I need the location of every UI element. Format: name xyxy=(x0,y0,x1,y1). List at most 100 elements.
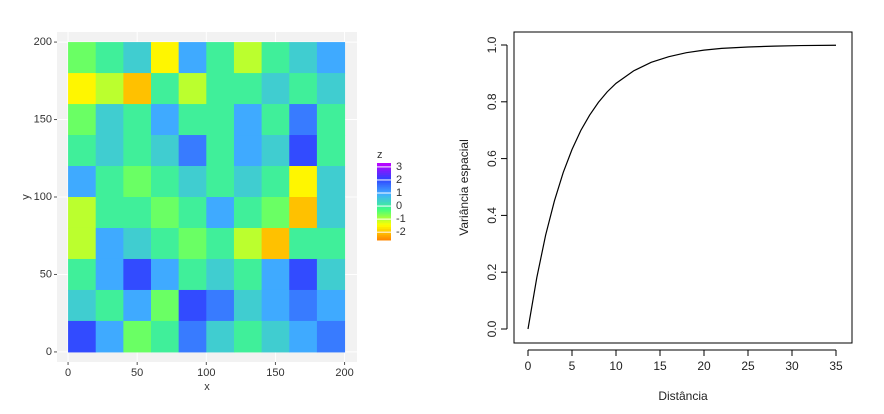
cell xyxy=(123,258,152,291)
colorbar-segment xyxy=(377,207,391,210)
colorbar-segment xyxy=(377,230,391,233)
colorbar-segment xyxy=(377,216,391,220)
cell xyxy=(178,320,207,353)
cell xyxy=(178,289,207,322)
colorbar-label: 1 xyxy=(396,187,402,199)
cell xyxy=(95,320,124,353)
cell xyxy=(289,320,318,353)
cell xyxy=(95,135,124,167)
cell xyxy=(206,104,235,136)
y-tick-label: 0.2 xyxy=(485,264,499,281)
cell xyxy=(123,135,152,167)
cell xyxy=(289,135,318,167)
cell xyxy=(233,320,263,353)
cell xyxy=(95,289,124,322)
cell xyxy=(178,197,207,229)
cell xyxy=(68,166,97,198)
cell xyxy=(68,258,97,291)
cell xyxy=(151,258,180,291)
cell xyxy=(178,73,207,105)
y-axis-label: y xyxy=(20,194,32,200)
cell xyxy=(289,104,318,136)
cell xyxy=(123,73,152,105)
colorbar-segment xyxy=(377,236,391,239)
cell xyxy=(206,258,235,291)
colorbar-label: 0 xyxy=(396,200,402,212)
colorbar-segment xyxy=(377,218,391,222)
cell xyxy=(316,166,346,198)
cell xyxy=(123,289,152,322)
colorbar-segment xyxy=(377,163,391,166)
cell xyxy=(95,227,124,260)
cell xyxy=(316,227,346,260)
cell xyxy=(151,104,180,136)
x-axis-label: Distância xyxy=(658,389,708,403)
cell xyxy=(233,104,263,136)
colorbar-segment xyxy=(377,203,391,206)
cell xyxy=(289,258,318,291)
y-tick-label: 0.8 xyxy=(485,93,499,110)
cell xyxy=(151,166,180,198)
cell xyxy=(95,166,124,198)
colorbar-label: 3 xyxy=(396,161,402,173)
cell xyxy=(316,197,346,229)
colorbar-segment xyxy=(377,170,391,174)
y-tick-label: 150 xyxy=(34,113,52,125)
cell xyxy=(151,197,180,229)
colorbar-segment xyxy=(377,238,391,241)
colorbar-segment xyxy=(377,184,391,187)
y-tick-label: 0.0 xyxy=(485,320,499,337)
cell xyxy=(68,104,97,136)
cell xyxy=(233,227,263,260)
colorbar-segment xyxy=(377,228,391,231)
y-axis-label: Variância espacial xyxy=(457,139,471,236)
cell xyxy=(261,135,290,167)
cell xyxy=(68,289,97,322)
cell xyxy=(123,197,152,229)
y-tick-label: 100 xyxy=(34,191,52,203)
x-tick-label: 50 xyxy=(131,367,143,379)
x-tick-label: 100 xyxy=(197,367,215,379)
line-chart: 0 5 10 15 20 25 30 35 0.0 0.2 0.4 0.6 0.8 1.0 Distânci… xyxy=(457,31,853,403)
cell xyxy=(68,42,97,74)
colorbar-segment xyxy=(377,166,391,170)
cell xyxy=(68,135,97,167)
y-tick-label: 200 xyxy=(34,36,52,48)
cell xyxy=(316,289,346,322)
cell xyxy=(316,258,346,291)
x-tick-label: 25 xyxy=(741,359,755,373)
colorbar-label: 2 xyxy=(396,174,402,186)
cell xyxy=(261,166,290,198)
cell xyxy=(151,289,180,322)
cell xyxy=(233,73,263,105)
colorbar-label: -1 xyxy=(396,213,406,225)
colorbar-segment xyxy=(377,182,391,185)
cell xyxy=(233,166,263,198)
cell xyxy=(206,135,235,167)
cell xyxy=(123,104,152,136)
cell xyxy=(316,135,346,167)
cell xyxy=(68,73,97,105)
cell xyxy=(289,73,318,105)
x-tick-label: 15 xyxy=(653,359,667,373)
y-tick-label: 0 xyxy=(46,346,52,358)
cell xyxy=(289,42,318,74)
cell xyxy=(95,104,124,136)
cell xyxy=(233,197,263,229)
cell xyxy=(123,42,152,74)
cell xyxy=(178,227,207,260)
line xyxy=(527,44,837,330)
y-tick-label: 0.4 xyxy=(485,207,499,224)
cell xyxy=(178,258,207,291)
cell xyxy=(206,289,235,322)
cell xyxy=(233,42,263,74)
cell xyxy=(261,42,290,74)
x-tick-label: 0 xyxy=(65,367,71,379)
cell xyxy=(261,258,290,291)
colorbar-segment xyxy=(377,168,391,172)
colorbar-segment xyxy=(377,199,391,202)
colorbar-segment xyxy=(377,188,391,191)
cell xyxy=(206,197,235,229)
colorbar-segment xyxy=(377,193,391,197)
cell xyxy=(95,197,124,229)
